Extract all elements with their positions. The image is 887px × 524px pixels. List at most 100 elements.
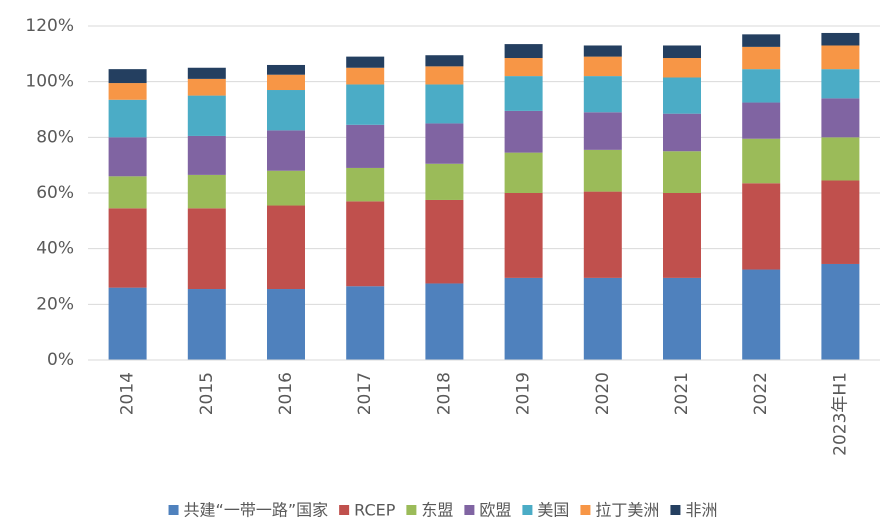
bar-segment	[504, 44, 543, 59]
bar-segment	[663, 77, 701, 114]
bar-segment	[267, 90, 305, 131]
bar-segment	[187, 208, 226, 290]
x-tick-label: 2020	[593, 372, 613, 415]
bar-segment	[504, 76, 543, 111]
bar-segment	[187, 174, 226, 209]
bar-segment	[663, 151, 701, 193]
legend-label: 欧盟	[479, 501, 511, 520]
bar-segment	[425, 199, 464, 284]
bar-segment	[187, 289, 226, 360]
bar-segment	[425, 283, 464, 360]
x-tick-label: 2016	[276, 372, 296, 415]
bar-segment	[425, 55, 464, 67]
bar-segment	[821, 32, 860, 46]
bar-segment	[346, 201, 385, 287]
bar-segment	[821, 263, 860, 360]
bar-segment	[346, 56, 385, 68]
legend-label: 东盟	[421, 501, 453, 520]
bar-segment	[108, 137, 147, 177]
legend-swatch	[406, 505, 417, 515]
bar-segment	[583, 56, 622, 77]
bar-segment	[425, 66, 464, 85]
bar-segment	[267, 289, 305, 360]
bar-segment	[742, 46, 781, 70]
legend-swatch	[168, 505, 179, 515]
bar-segment	[267, 205, 305, 290]
bar-segment	[425, 163, 464, 200]
bar-segment	[346, 84, 385, 125]
legend-swatch	[464, 505, 475, 515]
y-tick-label: 60%	[36, 183, 74, 203]
bar-segment	[267, 130, 305, 171]
x-tick-label: 2017	[355, 372, 375, 415]
bar-segment	[742, 138, 781, 184]
y-tick-label: 100%	[25, 72, 74, 92]
bar-segment	[663, 58, 701, 78]
bar-segment	[346, 286, 385, 360]
bar-segment	[821, 137, 860, 181]
bar-segment	[583, 277, 622, 360]
bar-segment	[187, 95, 226, 136]
bar-segment	[108, 83, 147, 100]
bar-segment	[504, 152, 543, 193]
bar-segment	[187, 67, 226, 79]
bar-segment	[821, 45, 860, 70]
legend-swatch	[670, 505, 681, 515]
x-tick-label: 2021	[672, 372, 692, 415]
bar-segment	[821, 69, 860, 99]
bar-segment	[504, 110, 543, 153]
x-tick-label: 2022	[751, 372, 771, 415]
bar-segment	[425, 84, 464, 124]
bar-segment	[583, 149, 622, 192]
legend-swatch	[522, 505, 533, 515]
bar-segment	[742, 69, 781, 103]
legend-label: RCEP	[354, 501, 396, 520]
legend-label: 美国	[537, 501, 569, 520]
bar-segment	[583, 112, 622, 150]
legend-swatch	[580, 505, 591, 515]
bar-segment	[108, 99, 147, 138]
legend-label: 拉丁美洲	[595, 501, 659, 520]
bar-segment	[504, 58, 543, 77]
bar-segment	[821, 98, 860, 138]
bar-segment	[425, 123, 464, 164]
bar-segment	[108, 287, 147, 360]
bar-segment	[187, 78, 226, 96]
bar-segment	[583, 76, 622, 113]
bar-segment	[821, 180, 860, 264]
bar-segment	[504, 193, 543, 278]
x-tick-label: 2015	[197, 372, 217, 415]
bar-segment	[346, 167, 385, 202]
x-tick-label: 2014	[118, 372, 138, 415]
bar-segment	[267, 64, 305, 75]
bar-segment	[108, 69, 147, 84]
x-tick-label: 2019	[514, 372, 534, 415]
bar-segment	[742, 102, 781, 139]
bar-segment	[108, 176, 147, 209]
legend-label: 非洲	[685, 501, 717, 520]
legend-swatch	[339, 505, 350, 515]
y-tick-label: 20%	[36, 294, 74, 314]
bar-segment	[267, 170, 305, 206]
legend-label: 共建“一带一路”国家	[184, 501, 329, 520]
bar-segment	[663, 193, 701, 278]
bar-segment	[583, 191, 622, 278]
x-tick-label: 2023年H1	[830, 372, 850, 456]
bar-segment	[583, 45, 622, 57]
bar-segment	[663, 45, 701, 59]
bar-segment	[742, 183, 781, 270]
bar-segment	[504, 277, 543, 360]
bar-segment	[346, 124, 385, 168]
bar-segment	[346, 67, 385, 85]
bar-segment	[108, 208, 147, 288]
bar-segment	[267, 74, 305, 91]
bar-segment	[663, 113, 701, 152]
y-tick-label: 40%	[36, 239, 74, 259]
y-tick-label: 0%	[47, 350, 74, 370]
bar-segment	[742, 269, 781, 360]
bar-segment	[187, 135, 226, 175]
x-tick-label: 2018	[434, 372, 454, 415]
y-tick-label: 120%	[25, 16, 74, 36]
bar-segment	[663, 277, 701, 360]
